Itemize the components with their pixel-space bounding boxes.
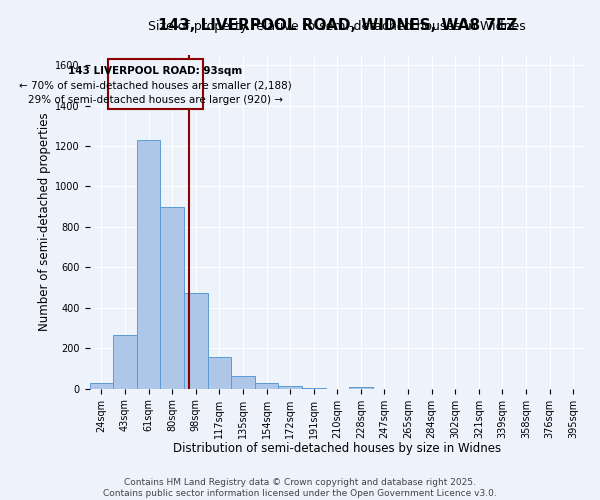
Bar: [184, 292, 208, 388]
FancyBboxPatch shape: [108, 59, 203, 108]
X-axis label: Distribution of semi-detached houses by size in Widnes: Distribution of semi-detached houses by …: [173, 442, 502, 455]
Title: Size of property relative to semi-detached houses in Widnes: Size of property relative to semi-detach…: [148, 20, 526, 33]
Bar: [231, 376, 255, 388]
Text: 143 LIVERPOOL ROAD: 93sqm: 143 LIVERPOOL ROAD: 93sqm: [68, 66, 242, 76]
Bar: [208, 358, 231, 388]
Bar: [160, 206, 184, 388]
Text: 143, LIVERPOOL ROAD, WIDNES, WA8 7EZ: 143, LIVERPOOL ROAD, WIDNES, WA8 7EZ: [158, 18, 517, 34]
Y-axis label: Number of semi-detached properties: Number of semi-detached properties: [38, 112, 51, 331]
Text: Contains HM Land Registry data © Crown copyright and database right 2025.
Contai: Contains HM Land Registry data © Crown c…: [103, 478, 497, 498]
Bar: [113, 335, 137, 388]
Bar: [278, 386, 302, 388]
Text: 29% of semi-detached houses are larger (920) →: 29% of semi-detached houses are larger (…: [28, 94, 283, 104]
Text: ← 70% of semi-detached houses are smaller (2,188): ← 70% of semi-detached houses are smalle…: [19, 80, 292, 90]
Bar: [349, 386, 373, 388]
Bar: [89, 382, 113, 388]
Bar: [255, 382, 278, 388]
Bar: [137, 140, 160, 388]
